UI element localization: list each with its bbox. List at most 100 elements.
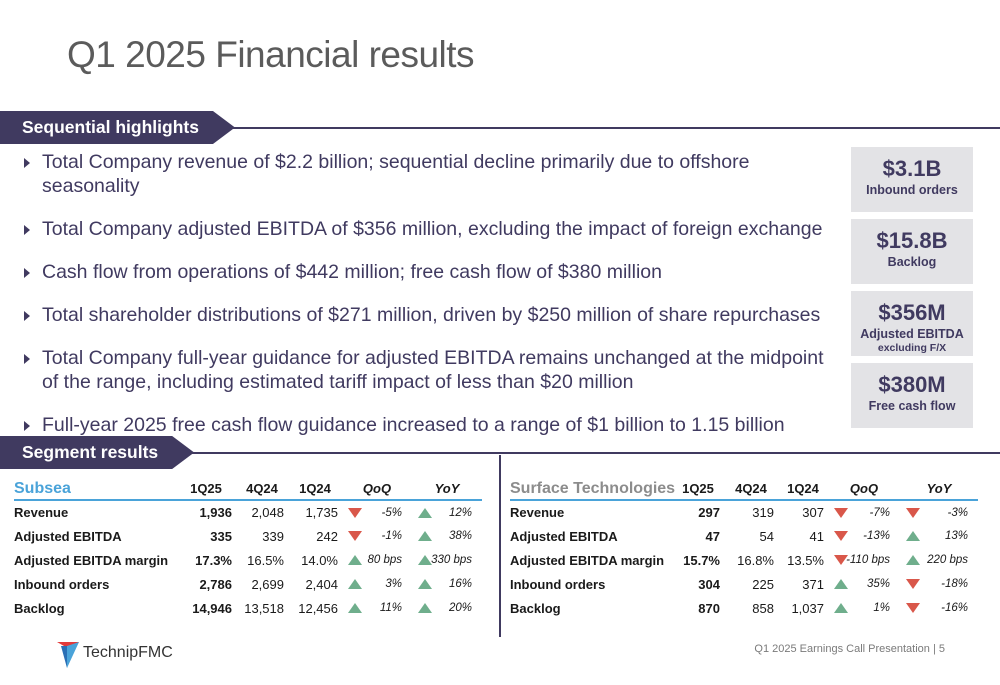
change-qoq: 11% bbox=[342, 596, 412, 620]
value-1q25: 870 bbox=[698, 600, 720, 616]
change-yoy: 13% bbox=[900, 524, 978, 548]
change-yoy: 38% bbox=[412, 524, 482, 548]
segment-name: Surface Technologies bbox=[510, 478, 675, 501]
technipfmc-logo-icon bbox=[57, 642, 79, 668]
value-1q24: 2,404 bbox=[305, 576, 338, 592]
highlight-item: Total shareholder distributions of $271 … bbox=[22, 303, 832, 327]
value-1q24: 1,037 bbox=[791, 600, 824, 616]
value-1q24: 41 bbox=[809, 528, 824, 544]
highlights-divider bbox=[210, 127, 1000, 129]
value-4q24: 2,699 bbox=[251, 576, 284, 592]
change-yoy: -16% bbox=[900, 596, 978, 620]
table-row: Adjusted EBITDA 335 339 242 -1% 38% bbox=[14, 524, 482, 548]
triangle-down-icon bbox=[348, 508, 362, 518]
value-1q24: 307 bbox=[802, 505, 824, 520]
column-header: 1Q24 bbox=[778, 478, 828, 501]
triangle-up-icon bbox=[906, 555, 920, 565]
triangle-down-icon bbox=[834, 531, 848, 541]
column-header: 1Q25 bbox=[176, 478, 236, 501]
bullet-arrow-icon bbox=[24, 354, 30, 364]
value-1q25: 1,936 bbox=[199, 505, 232, 520]
triangle-up-icon bbox=[348, 579, 362, 589]
table-header-row: Surface Technologies 1Q25 4Q24 1Q24 QoQ … bbox=[510, 478, 978, 501]
change-qoq: 35% bbox=[828, 572, 900, 596]
logo-wordmark: TechnipFMC bbox=[83, 644, 173, 661]
change-yoy: -3% bbox=[900, 500, 978, 524]
column-header: 1Q24 bbox=[288, 478, 342, 501]
kpi-free-cash-flow: $380M Free cash flow bbox=[851, 363, 973, 428]
kpi-sublabel: excluding F/X bbox=[877, 342, 947, 354]
column-header: 4Q24 bbox=[724, 478, 778, 501]
kpi-label: Inbound orders bbox=[866, 183, 958, 197]
segments-section-bar: Segment results bbox=[0, 436, 1000, 469]
kpi-inbound-orders: $3.1B Inbound orders bbox=[851, 147, 973, 212]
table-row: Adjusted EBITDA margin 17.3% 16.5% 14.0% 80 … bbox=[14, 548, 482, 572]
value-1q24: 371 bbox=[802, 576, 824, 592]
triangle-up-icon bbox=[418, 603, 432, 613]
value-4q24: 54 bbox=[759, 528, 774, 544]
change-qoq: -110 bps bbox=[828, 548, 900, 572]
change-qoq: -7% bbox=[828, 500, 900, 524]
highlights-list: Total Company revenue of $2.2 billion; s… bbox=[22, 150, 832, 456]
value-4q24: 339 bbox=[262, 528, 284, 544]
footer-note: Q1 2025 Earnings Call Presentation | 5 bbox=[754, 643, 945, 655]
row-label: Backlog bbox=[510, 600, 561, 616]
page-title: Q1 2025 Financial results bbox=[67, 34, 475, 75]
triangle-down-icon bbox=[906, 579, 920, 589]
row-label: Adjusted EBITDA margin bbox=[14, 552, 169, 568]
bullet-arrow-icon bbox=[24, 225, 30, 235]
table-row: Adjusted EBITDA 47 54 41 -13% 13% bbox=[510, 524, 978, 548]
table-row: Revenue 297 319 307 -7% -3% bbox=[510, 500, 978, 524]
triangle-up-icon bbox=[906, 531, 920, 541]
change-qoq: -5% bbox=[342, 500, 412, 524]
segment-vertical-divider bbox=[499, 455, 501, 637]
kpi-panel: $3.1B Inbound orders $15.8B Backlog $356… bbox=[851, 147, 973, 435]
bullet-arrow-icon bbox=[24, 268, 30, 278]
bullet-arrow-icon bbox=[24, 311, 30, 321]
value-1q24: 1,735 bbox=[305, 505, 338, 520]
row-label: Revenue bbox=[14, 505, 69, 520]
change-yoy: 330 bps bbox=[412, 548, 482, 572]
triangle-up-icon bbox=[348, 555, 362, 565]
column-header: 4Q24 bbox=[236, 478, 288, 501]
value-1q25: 297 bbox=[698, 505, 720, 520]
value-1q24: 14.0% bbox=[301, 552, 338, 568]
segments-divider bbox=[186, 452, 1000, 454]
column-header: 1Q25 bbox=[672, 478, 724, 501]
subsea-table: Subsea 1Q25 4Q24 1Q24 QoQ YoY Revenue 1,9… bbox=[14, 478, 482, 620]
highlight-item: Total Company revenue of $2.2 billion; s… bbox=[22, 150, 832, 198]
row-label: Revenue bbox=[510, 505, 565, 520]
highlight-item: Full-year 2025 free cash flow guidance i… bbox=[22, 413, 832, 437]
highlight-item: Cash flow from operations of $442 millio… bbox=[22, 260, 832, 284]
value-1q25: 335 bbox=[210, 528, 232, 544]
value-1q24: 13.5% bbox=[787, 552, 824, 568]
value-1q25: 2,786 bbox=[199, 576, 232, 592]
value-1q25: 17.3% bbox=[195, 552, 232, 568]
highlight-item: Total Company adjusted EBITDA of $356 mi… bbox=[22, 217, 832, 241]
triangle-up-icon bbox=[418, 555, 432, 565]
row-label: Inbound orders bbox=[14, 576, 110, 592]
kpi-adjusted-ebitda: $356M Adjusted EBITDA excluding F/X bbox=[851, 291, 973, 356]
value-4q24: 225 bbox=[752, 576, 774, 592]
change-qoq: -13% bbox=[828, 524, 900, 548]
kpi-label: Free cash flow bbox=[868, 399, 956, 413]
row-label: Backlog bbox=[14, 600, 65, 616]
highlights-section-label: Sequential highlights bbox=[0, 111, 235, 144]
kpi-value: $356M bbox=[878, 300, 946, 325]
row-label: Adjusted EBITDA margin bbox=[510, 552, 665, 568]
change-yoy: 220 bps bbox=[900, 548, 978, 572]
value-4q24: 16.5% bbox=[247, 552, 284, 568]
change-qoq: 3% bbox=[342, 572, 412, 596]
highlights-section-bar: Sequential highlights bbox=[0, 111, 1000, 144]
column-header: YoY bbox=[900, 478, 978, 501]
value-1q25: 14,946 bbox=[192, 600, 232, 616]
segments-section-label: Segment results bbox=[0, 436, 194, 469]
value-1q25: 47 bbox=[705, 528, 720, 544]
kpi-value: $3.1B bbox=[882, 156, 942, 181]
triangle-up-icon bbox=[348, 603, 362, 613]
value-1q24: 242 bbox=[316, 528, 338, 544]
kpi-backlog: $15.8B Backlog bbox=[851, 219, 973, 284]
table-row: Adjusted EBITDA margin 15.7% 16.8% 13.5% -11… bbox=[510, 548, 978, 572]
change-yoy: 12% bbox=[412, 500, 482, 524]
column-header: YoY bbox=[412, 478, 482, 501]
